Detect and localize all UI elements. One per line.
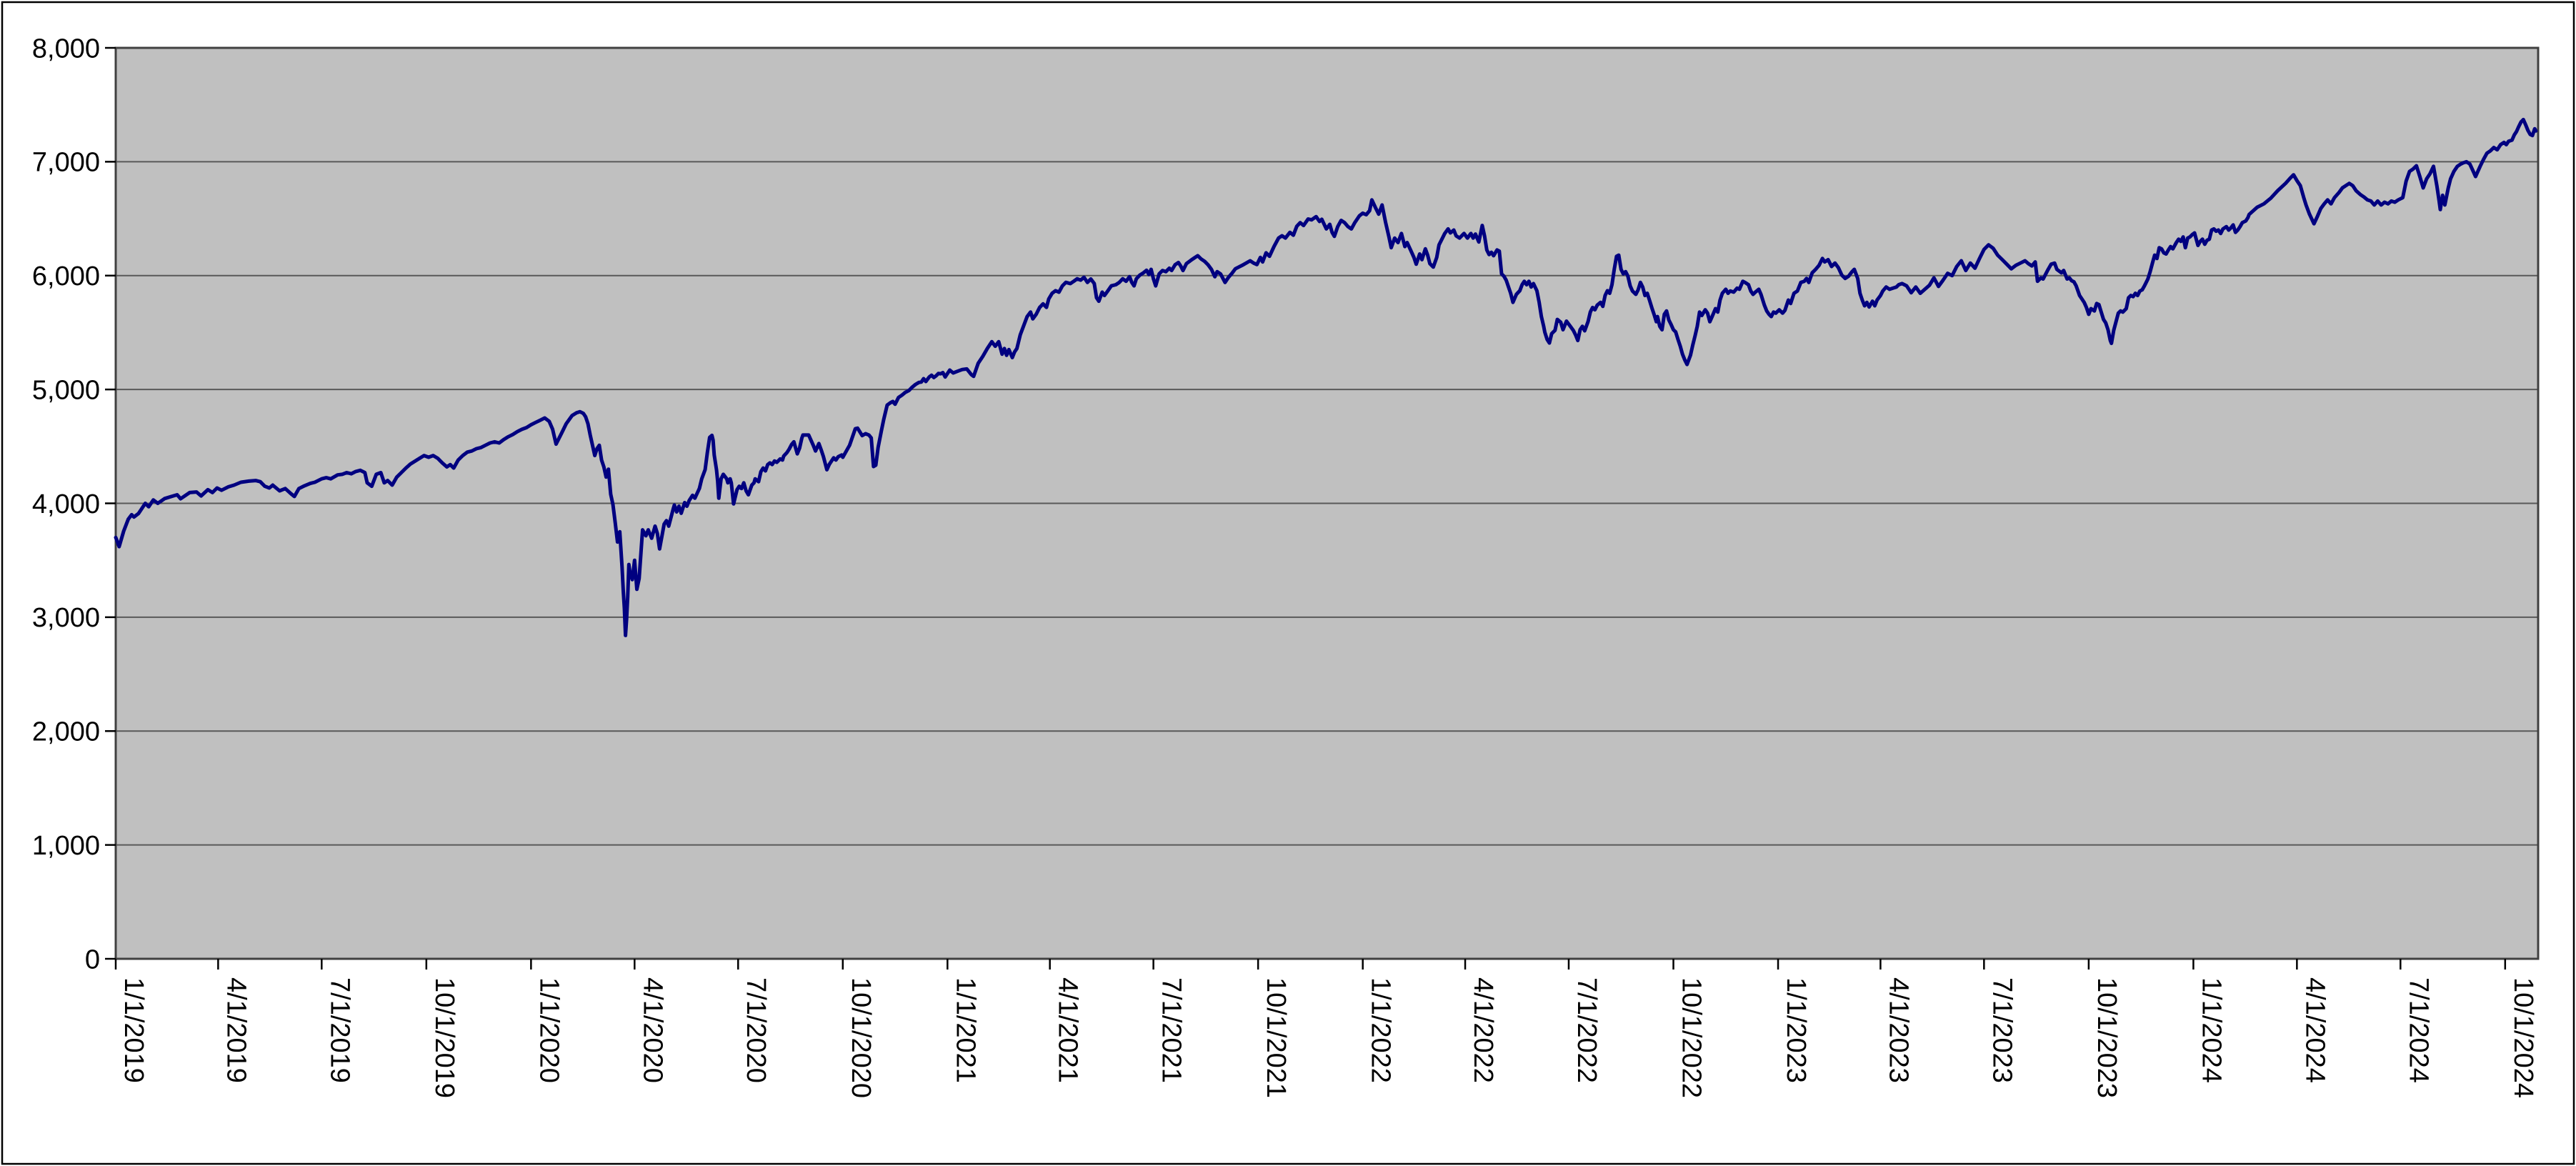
x-tick-label: 1/1/2021 [950,977,980,1083]
x-tick-label: 4/1/2019 [221,977,251,1083]
x-tick-label: 4/1/2022 [1468,977,1498,1083]
x-tick-label: 4/1/2023 [1883,977,1913,1083]
x-tick-label: 10/1/2019 [429,977,459,1098]
y-tick-label: 7,000 [32,148,100,178]
x-tick-label: 10/1/2022 [1676,977,1706,1098]
x-tick-label: 1/1/2019 [119,977,149,1083]
x-tick-label: 10/1/2020 [846,977,876,1098]
x-tick-label: 7/1/2020 [741,977,771,1083]
y-tick-label: 4,000 [32,489,100,519]
y-tick-label: 3,000 [32,603,100,633]
x-tick-label: 1/1/2020 [534,977,564,1083]
x-tick-label: 10/1/2021 [1261,977,1291,1098]
x-tick-label: 7/1/2024 [2403,977,2433,1083]
y-tick-label: 2,000 [32,717,100,747]
y-tick-label: 1,000 [32,831,100,861]
x-tick-label: 7/1/2023 [1987,977,2017,1083]
y-tick-label: 5,000 [32,375,100,405]
x-tick-label: 7/1/2019 [324,977,354,1083]
price-line [114,117,2538,637]
x-tick-label: 7/1/2021 [1157,977,1187,1083]
x-tick-label: 7/1/2022 [1572,977,1602,1083]
y-tick-label: 8,000 [32,34,100,64]
x-tick-label: 1/1/2022 [1366,977,1396,1083]
x-tick-label: 10/1/2023 [2092,977,2122,1098]
x-tick-label: 4/1/2020 [637,977,667,1083]
y-tick-label: 0 [85,945,100,975]
y-tick-label: 6,000 [32,261,100,292]
x-tick-label: 4/1/2024 [2300,977,2330,1083]
x-tick-label: 10/1/2024 [2508,977,2538,1098]
x-tick-label: 4/1/2021 [1053,977,1083,1083]
x-tick-label: 1/1/2023 [1781,977,1811,1083]
x-tick-label: 1/1/2024 [2196,977,2226,1083]
